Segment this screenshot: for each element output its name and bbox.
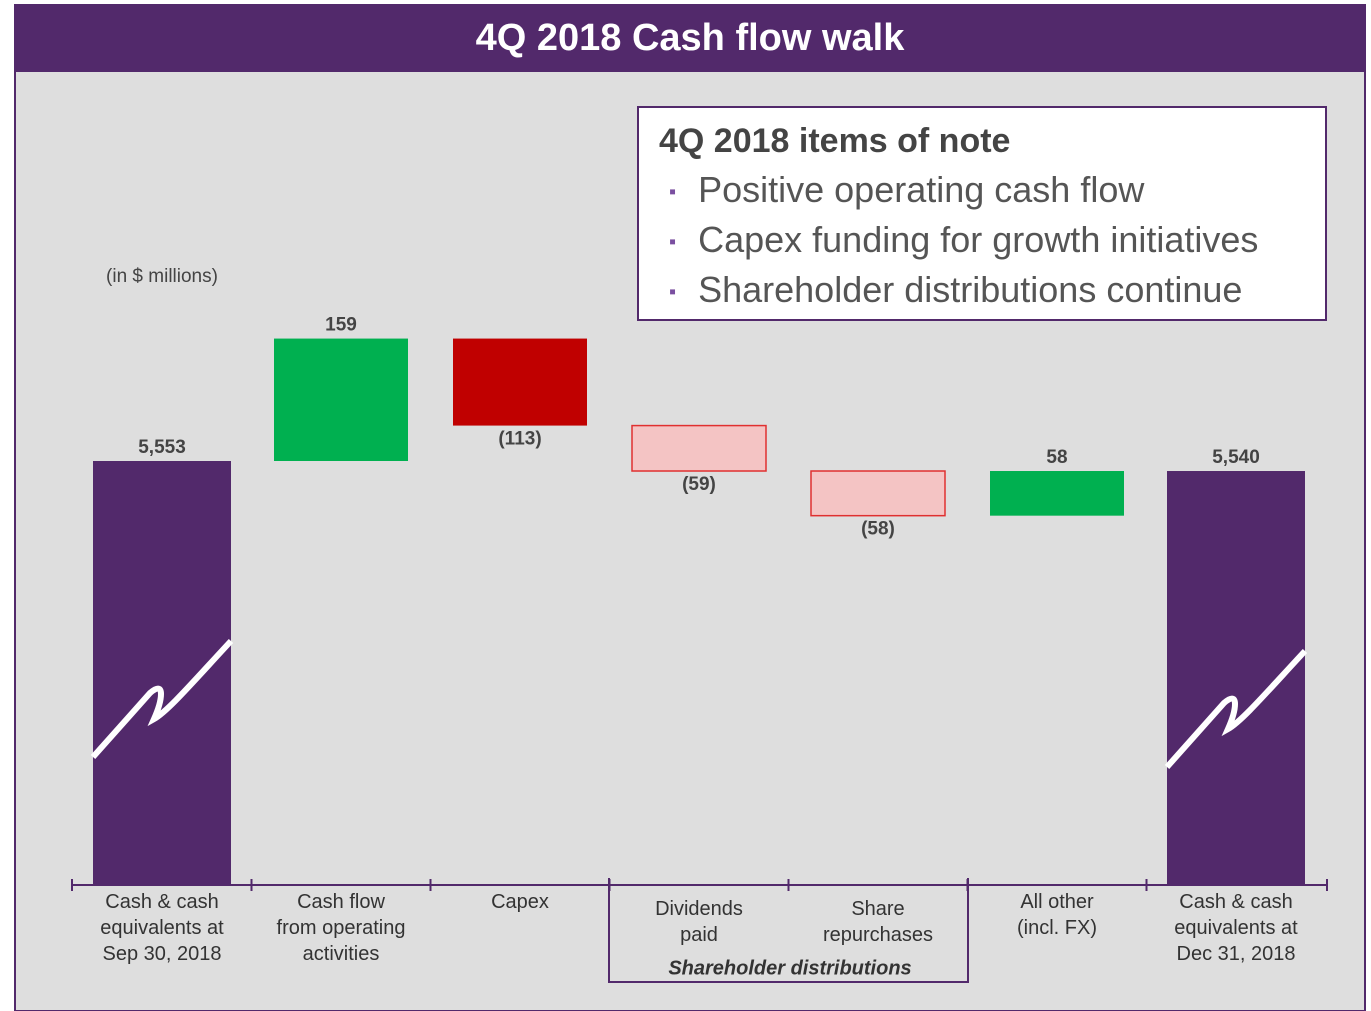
axis-break [90,638,234,759]
axis-break [1164,648,1308,770]
note-item: Capex funding for growth initiatives [669,216,1258,266]
total-bar [93,461,231,885]
data-label: 5,540 [1212,447,1260,468]
header [15,5,1365,72]
x-tick-label: Share repurchases [822,898,934,946]
data-label: (58) [861,519,895,540]
data-label: 159 [325,315,357,336]
total-bar [1167,471,1305,885]
x-tick-label: Dividends paid [655,898,743,946]
note-title: 4Q 2018 items of note [659,122,1011,160]
x-tick-label: Cash flow from operating activities [276,891,406,965]
x-tick-label: Cash & cash equivalents at Sep 30, 2018 [100,891,224,965]
group-label: Shareholder distributions [668,957,911,979]
increase-bar [990,471,1124,516]
note-list: Positive operating cash flow Capex fundi… [669,166,1258,316]
data-label: (113) [498,429,541,450]
note-item: Shareholder distributions continue [669,266,1258,316]
x-tick-label: Cash & cash equivalents at Dec 31, 2018 [1174,891,1298,965]
data-label: 58 [1046,447,1067,468]
unit-label: (in $ millions) [106,266,218,287]
note-item: Positive operating cash flow [669,166,1258,216]
x-tick-label: All other (incl. FX) [1017,891,1097,939]
note-box: 4Q 2018 items of note Positive operating… [637,106,1327,321]
decrease-bar [631,424,767,472]
data-label: 5,553 [138,437,186,458]
chart-title: 4Q 2018 Cash flow walk [476,17,906,59]
group-bracket [608,878,969,983]
x-tick-label: Capex [491,891,549,913]
decrease-bar [810,470,946,517]
increase-bar [274,338,408,461]
decrease-bar [453,338,587,426]
data-label: (59) [682,474,716,495]
